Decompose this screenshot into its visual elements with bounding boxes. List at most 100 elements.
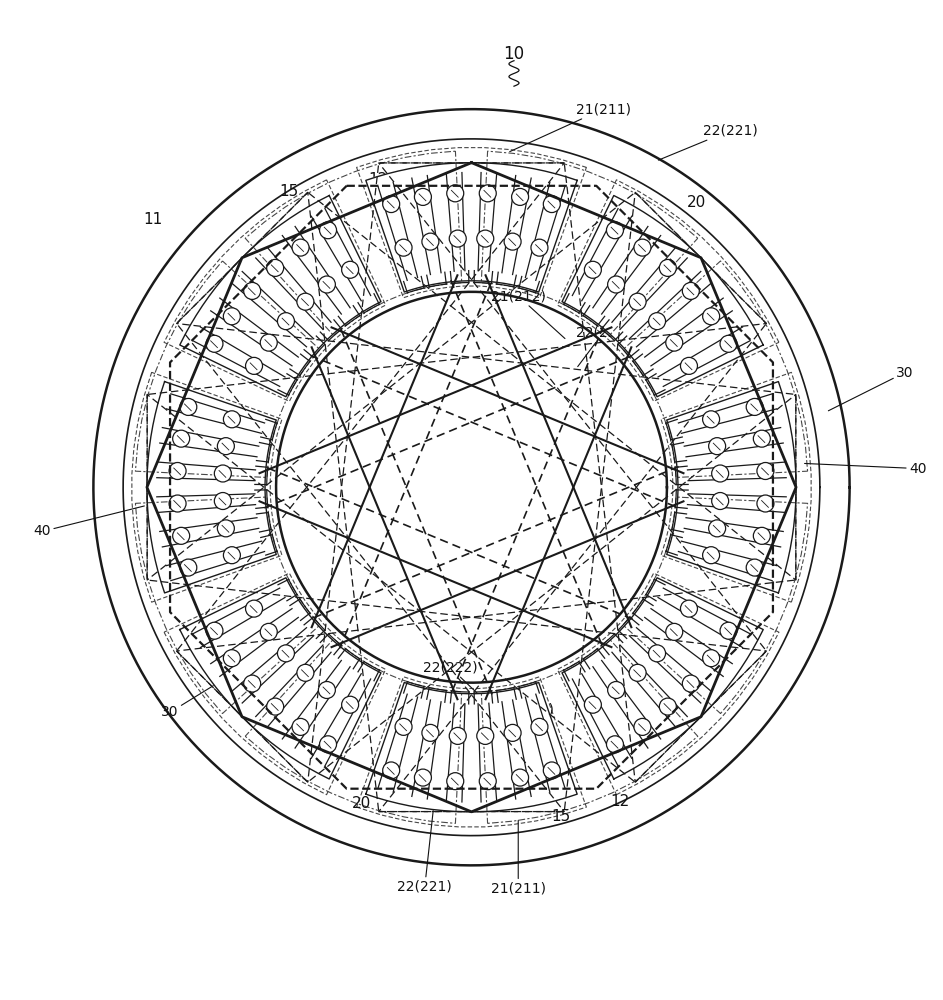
Circle shape xyxy=(649,313,666,330)
Circle shape xyxy=(746,559,763,576)
Text: 22(221): 22(221) xyxy=(397,810,452,894)
Circle shape xyxy=(245,600,262,617)
Text: 20: 20 xyxy=(352,796,371,811)
Circle shape xyxy=(341,696,358,713)
Text: 30: 30 xyxy=(828,366,914,411)
Circle shape xyxy=(260,334,277,351)
Circle shape xyxy=(683,675,700,692)
Text: 21(211): 21(211) xyxy=(490,820,546,895)
Circle shape xyxy=(757,462,774,479)
Circle shape xyxy=(543,196,560,213)
Circle shape xyxy=(666,623,683,640)
Circle shape xyxy=(422,233,438,250)
Circle shape xyxy=(320,222,337,239)
Polygon shape xyxy=(562,578,763,779)
Circle shape xyxy=(422,724,438,741)
Circle shape xyxy=(512,188,529,205)
Polygon shape xyxy=(147,382,276,593)
Text: 40: 40 xyxy=(34,506,144,538)
Circle shape xyxy=(585,261,602,278)
Circle shape xyxy=(395,718,412,735)
Circle shape xyxy=(267,259,284,276)
Circle shape xyxy=(277,313,294,330)
Circle shape xyxy=(319,682,336,699)
Circle shape xyxy=(449,727,466,744)
Circle shape xyxy=(703,411,720,428)
Circle shape xyxy=(292,239,309,256)
Circle shape xyxy=(447,185,464,202)
Text: 40: 40 xyxy=(804,462,926,476)
Text: 12: 12 xyxy=(369,172,388,187)
Circle shape xyxy=(341,261,358,278)
Circle shape xyxy=(479,185,496,202)
Circle shape xyxy=(320,736,337,753)
Circle shape xyxy=(243,675,260,692)
Circle shape xyxy=(395,239,412,256)
Circle shape xyxy=(703,650,720,667)
Circle shape xyxy=(712,493,729,510)
Circle shape xyxy=(477,727,494,744)
Text: 11: 11 xyxy=(143,212,162,227)
Circle shape xyxy=(223,547,240,564)
Circle shape xyxy=(708,438,725,455)
Text: 12: 12 xyxy=(610,794,630,809)
Circle shape xyxy=(180,398,197,415)
Text: 21(211): 21(211) xyxy=(510,102,631,152)
Circle shape xyxy=(297,293,314,310)
Circle shape xyxy=(449,230,466,247)
Circle shape xyxy=(607,276,624,293)
Circle shape xyxy=(505,233,521,250)
Circle shape xyxy=(292,718,309,735)
Circle shape xyxy=(243,282,260,299)
Text: 20: 20 xyxy=(687,195,706,210)
Circle shape xyxy=(543,762,560,779)
Circle shape xyxy=(505,724,521,741)
Circle shape xyxy=(173,527,190,544)
Circle shape xyxy=(414,188,431,205)
Circle shape xyxy=(173,430,190,447)
Circle shape xyxy=(447,773,464,790)
Circle shape xyxy=(666,334,683,351)
Circle shape xyxy=(753,430,770,447)
Circle shape xyxy=(753,527,770,544)
Circle shape xyxy=(218,520,235,537)
Circle shape xyxy=(649,645,666,662)
Circle shape xyxy=(477,230,494,247)
Circle shape xyxy=(585,696,602,713)
Circle shape xyxy=(414,769,431,786)
Circle shape xyxy=(223,650,240,667)
Text: 15: 15 xyxy=(279,184,298,199)
Circle shape xyxy=(683,282,700,299)
Circle shape xyxy=(383,196,400,213)
Text: 21(212): 21(212) xyxy=(485,703,554,746)
Text: 22(221): 22(221) xyxy=(658,123,758,160)
Text: 10: 10 xyxy=(504,45,524,63)
Circle shape xyxy=(267,698,284,715)
Circle shape xyxy=(260,623,277,640)
Circle shape xyxy=(629,664,646,681)
Circle shape xyxy=(218,438,235,455)
Circle shape xyxy=(223,411,240,428)
Polygon shape xyxy=(366,163,577,292)
Polygon shape xyxy=(366,682,577,812)
Text: 21(212): 21(212) xyxy=(490,289,565,339)
Circle shape xyxy=(681,600,698,617)
Circle shape xyxy=(223,308,240,325)
Circle shape xyxy=(712,465,729,482)
Circle shape xyxy=(297,664,314,681)
Circle shape xyxy=(634,239,651,256)
Text: 30: 30 xyxy=(161,678,225,719)
Circle shape xyxy=(629,293,646,310)
Circle shape xyxy=(606,222,623,239)
Text: 15: 15 xyxy=(551,809,571,824)
Circle shape xyxy=(479,773,496,790)
Circle shape xyxy=(681,357,698,374)
Circle shape xyxy=(180,559,197,576)
Circle shape xyxy=(531,239,548,256)
Polygon shape xyxy=(667,382,796,593)
Circle shape xyxy=(659,259,676,276)
Circle shape xyxy=(214,493,231,510)
Circle shape xyxy=(319,276,336,293)
Circle shape xyxy=(206,335,223,352)
Polygon shape xyxy=(562,196,763,397)
